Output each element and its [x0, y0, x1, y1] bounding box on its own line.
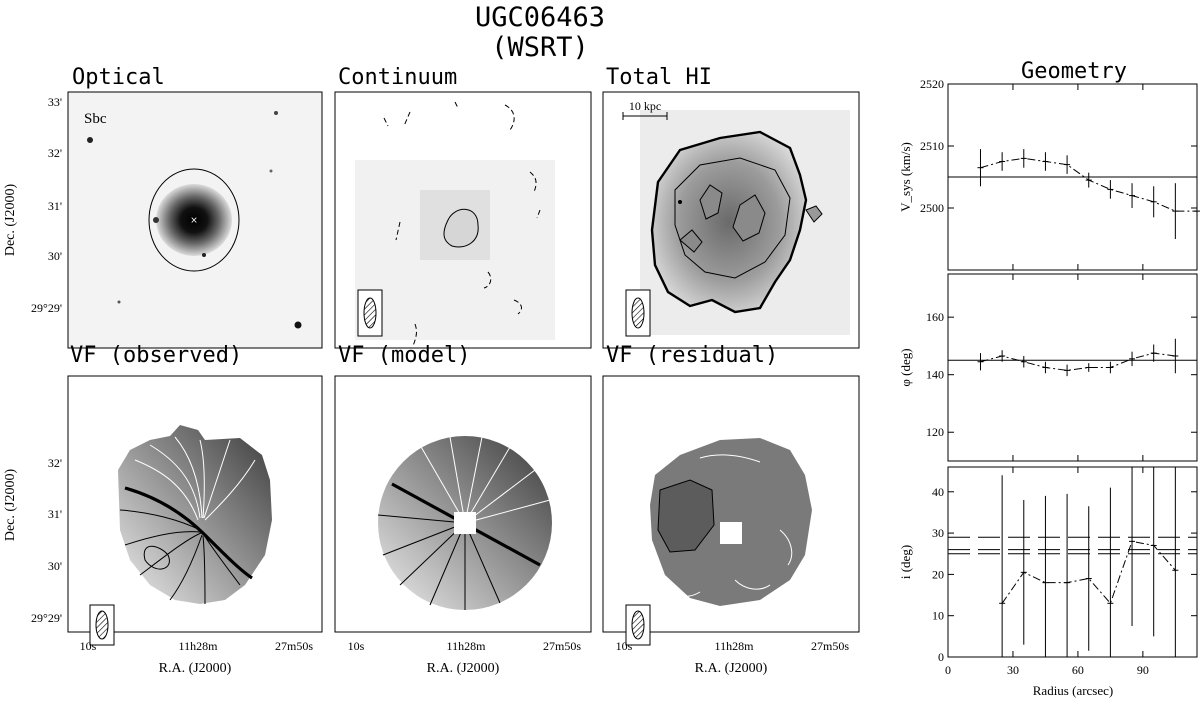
series-line	[980, 352, 1176, 371]
y-tick-label: 140	[926, 368, 944, 382]
dec-tick: 30'	[48, 559, 62, 573]
dec-tick: 30'	[48, 249, 62, 263]
y-tick-label: 20	[932, 567, 944, 581]
ra-tick: 10s	[348, 639, 365, 653]
y-axis-label: V_sys (km/s)	[898, 142, 913, 212]
y-tick-label: 2500	[920, 201, 944, 215]
optical-galaxy-core	[156, 184, 232, 256]
star	[294, 321, 302, 329]
panel-vfresid: VF (residual)	[602, 343, 860, 646]
vfobs-map	[118, 425, 272, 604]
y-tick-label: 0	[938, 650, 944, 664]
star	[202, 253, 206, 257]
panel-title-vfobs: VF (observed)	[70, 343, 242, 368]
plot-frame	[947, 466, 1198, 658]
dec-tick: 31'	[48, 507, 62, 521]
panel-vfmodel: VF (model)	[334, 343, 592, 633]
star	[153, 217, 159, 223]
x-tick-label: 60	[1072, 663, 1084, 677]
y-tick-label: 30	[932, 526, 944, 540]
dec-tick: 29°29'	[31, 301, 62, 315]
ra-axis-label: R.A. (J2000)	[427, 661, 500, 676]
geometry-charts: 2500 2510 2520 V_sys (km/s) 120 140 160 φ (deg)…	[898, 77, 1200, 677]
center-marker: ×	[190, 216, 198, 226]
star	[117, 300, 121, 304]
dec-tick: 32'	[48, 146, 62, 160]
dec-axis-label-bottom: Dec. (J2000)	[3, 469, 18, 542]
y-axis-label: i (deg)	[898, 545, 913, 579]
panel-totalhi: Total HI 10 kpc	[602, 65, 860, 349]
hi-inner-contour	[674, 157, 791, 279]
ra-tick: 11h28m	[179, 639, 219, 653]
y-axis-label: φ (deg)	[898, 348, 913, 386]
ra-tick: 10s	[80, 639, 97, 653]
dec-tick: 31'	[48, 199, 62, 213]
x-tick-label: 30	[1007, 663, 1019, 677]
radius-axis-label: Radius (arcsec)	[1033, 683, 1114, 698]
y-tick-label: 120	[926, 425, 944, 439]
hi-outer-contour	[650, 130, 808, 314]
ra-tick: 11h28m	[447, 639, 487, 653]
dec-axis-label-top: Dec. (J2000)	[3, 184, 18, 257]
y-tick-label: 160	[926, 310, 944, 324]
figure-subtitle: (WSRT)	[491, 32, 589, 63]
figure-title: UGC06463	[475, 2, 605, 33]
panel-continuum: Continuum	[334, 65, 592, 349]
panel-vfobs: VF (observed)	[67, 343, 323, 646]
panel-title-totalhi: Total HI	[606, 65, 712, 90]
ra-tick: 10s	[616, 639, 633, 653]
panel-title-optical: Optical	[72, 65, 165, 90]
panel-optical: Optical Sbc ×	[67, 65, 323, 349]
y-tick-label: 40	[932, 485, 944, 499]
ra-tick: 27m50s	[811, 639, 849, 653]
star	[87, 137, 93, 143]
panel-title-vfmodel: VF (model)	[338, 343, 470, 368]
ra-axis-label: R.A. (J2000)	[695, 661, 768, 676]
star	[269, 169, 273, 173]
ra-tick: 11h28m	[715, 639, 755, 653]
dec-tick: 32'	[48, 456, 62, 470]
plot-frame	[947, 273, 1198, 462]
geometry-title: Geometry	[1021, 59, 1127, 84]
ra-tick: 27m50s	[275, 639, 313, 653]
star	[274, 111, 278, 115]
map-axes: Dec. (J2000) Dec. (J2000) 33' 32' 31' 30…	[3, 95, 849, 676]
panel-title-vfresid: VF (residual)	[606, 343, 778, 368]
dec-tick: 29°29'	[31, 611, 62, 625]
y-tick-label: 2520	[920, 77, 944, 91]
x-tick-label: 90	[1137, 663, 1149, 677]
morphology-label: Sbc	[84, 111, 107, 127]
ra-axis-label: R.A. (J2000)	[159, 661, 232, 676]
continuum-contour	[443, 208, 479, 248]
y-tick-label: 2510	[920, 139, 944, 153]
panel-title-continuum: Continuum	[338, 65, 457, 90]
x-tick-label: 0	[945, 663, 951, 677]
ra-tick: 27m50s	[543, 639, 581, 653]
hi-scalebar-label: 10 kpc	[629, 99, 661, 113]
optical-ellipse	[148, 168, 240, 272]
y-tick-label: 10	[932, 609, 944, 623]
dec-tick: 33'	[48, 95, 62, 109]
vfobs-systemic	[124, 486, 253, 580]
